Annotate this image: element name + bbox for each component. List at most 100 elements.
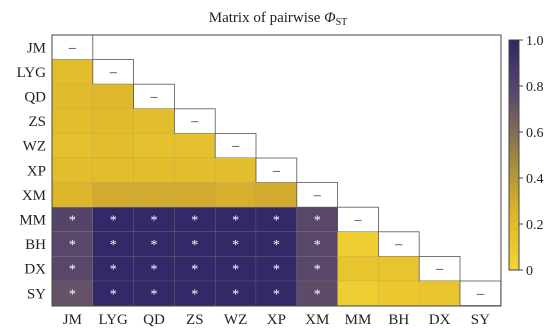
diagonal-mark: –	[272, 163, 281, 178]
cell-BH-XP	[255, 231, 298, 257]
diagonal-cell-BH	[377, 231, 420, 257]
significance-mark: *	[151, 287, 158, 302]
row-label-BH: BH	[25, 237, 46, 253]
significance-mark: *	[314, 238, 321, 253]
significance-mark: *	[232, 238, 239, 253]
cell-ZS-JM	[51, 108, 94, 134]
significance-mark: *	[232, 263, 239, 278]
diagonal-mark: –	[354, 213, 363, 228]
chart-title: Matrix of pairwise ΦST	[209, 10, 347, 28]
cell-XP-LYG	[92, 157, 134, 183]
heatmap-cells: – – – – – – – * * * * * * * – * * * * * * * – * * * * * * * – * * * * * * * –	[51, 34, 502, 307]
colorbar-tick-label: 0.8	[526, 80, 544, 95]
diagonal-mark: –	[68, 40, 77, 55]
row-label-WZ: WZ	[23, 139, 46, 155]
row-label-DX: DX	[24, 262, 46, 278]
cell-ZS-QD	[133, 108, 175, 134]
colorbar-ticks: 0 0.2 0.4 0.6 0.8 1.0	[519, 34, 544, 279]
colorbar-tick-label: 1.0	[526, 34, 544, 49]
colorbar-tick-label: 0.6	[526, 126, 544, 141]
cell-MM-XM	[296, 206, 338, 233]
significance-mark: *	[151, 214, 158, 229]
cell-DX-MM	[337, 256, 379, 282]
significance-mark: *	[191, 238, 198, 253]
cell-QD-LYG	[92, 83, 134, 110]
significance-mark: *	[273, 287, 280, 302]
cell-SY-BH	[378, 280, 420, 306]
colorbar	[508, 39, 520, 271]
significance-mark: *	[232, 287, 239, 302]
chart-title-symbol: Φ	[324, 10, 336, 26]
significance-mark: *	[110, 214, 117, 229]
row-label-JM: JM	[27, 40, 46, 56]
column-label-MM: MM	[345, 312, 372, 328]
diagonal-mark: –	[231, 139, 240, 154]
significance-mark: *	[314, 214, 321, 229]
cell-XP-JM	[51, 157, 94, 183]
column-label-ZS: ZS	[186, 312, 204, 328]
cell-XM-WZ	[214, 182, 257, 208]
diagonal-cell-XP	[255, 157, 298, 184]
colorbar-tick-label: 0	[526, 264, 533, 279]
row-label-SY: SY	[27, 286, 46, 302]
cell-SY-XP	[255, 280, 298, 306]
column-label-QD: QD	[143, 312, 165, 328]
column-labels: JM LYG QD ZS WZ XP XM MM BH DX SY	[63, 312, 490, 328]
cell-BH-MM	[337, 231, 379, 257]
cell-DX-BH	[378, 256, 420, 282]
significance-mark: *	[69, 263, 76, 278]
cell-XM-XP	[255, 182, 298, 208]
column-label-XM: XM	[305, 312, 329, 328]
row-label-QD: QD	[24, 90, 46, 106]
cell-SY-WZ	[214, 280, 257, 306]
column-label-LYG: LYG	[99, 312, 128, 328]
plot-frame	[51, 34, 502, 307]
diagonal-cell-QD	[133, 83, 175, 110]
cell-MM-WZ	[214, 206, 257, 233]
column-label-SY: SY	[471, 312, 490, 328]
significance-mark: *	[69, 287, 76, 302]
cell-XP-QD	[133, 157, 175, 183]
cell-BH-LYG	[92, 231, 134, 257]
cell-SY-DX	[418, 280, 461, 306]
cell-XM-LYG	[92, 182, 134, 208]
diagonal-cell-ZS	[173, 108, 216, 134]
significance-mark: *	[191, 287, 198, 302]
cell-XP-WZ	[214, 157, 257, 183]
cell-WZ-ZS	[174, 133, 216, 159]
significance-mark: *	[69, 238, 76, 253]
chart-title-text: Matrix of pairwise	[209, 10, 324, 26]
significance-mark: *	[69, 214, 76, 229]
cell-LYG-JM	[51, 59, 94, 85]
cell-BH-WZ	[214, 231, 257, 257]
cell-BH-XM	[296, 231, 338, 257]
diagonal-mark: –	[435, 262, 444, 277]
diagonal-mark: –	[476, 286, 485, 301]
significance-mark: *	[191, 263, 198, 278]
diagonal-mark: –	[313, 188, 322, 203]
cell-BH-ZS	[174, 231, 216, 257]
significance-mark: *	[273, 263, 280, 278]
cell-DX-WZ	[214, 256, 257, 282]
cell-WZ-QD	[133, 133, 175, 159]
diagonal-cell-DX	[418, 255, 461, 282]
diagonal-mark: –	[150, 90, 159, 105]
row-label-XP: XP	[27, 163, 46, 179]
column-label-WZ: WZ	[224, 312, 247, 328]
significance-mark: *	[273, 238, 280, 253]
cell-DX-LYG	[92, 256, 134, 282]
row-label-ZS: ZS	[28, 114, 46, 130]
row-label-XM: XM	[22, 188, 46, 204]
diagonal-mark: –	[190, 114, 199, 129]
cell-QD-JM	[51, 83, 94, 110]
row-labels: JM LYG QD ZS WZ XP XM MM BH DX SY	[17, 40, 46, 302]
cell-WZ-JM	[51, 133, 94, 159]
significance-mark: *	[314, 263, 321, 278]
column-label-XP: XP	[267, 312, 286, 328]
cell-DX-ZS	[174, 256, 216, 282]
significance-mark: *	[151, 263, 158, 278]
diagonal-cell-LYG	[92, 59, 135, 85]
diagonal-mark: –	[394, 237, 403, 252]
colorbar-tick-label: 0.4	[526, 172, 544, 187]
significance-mark: *	[110, 238, 117, 253]
